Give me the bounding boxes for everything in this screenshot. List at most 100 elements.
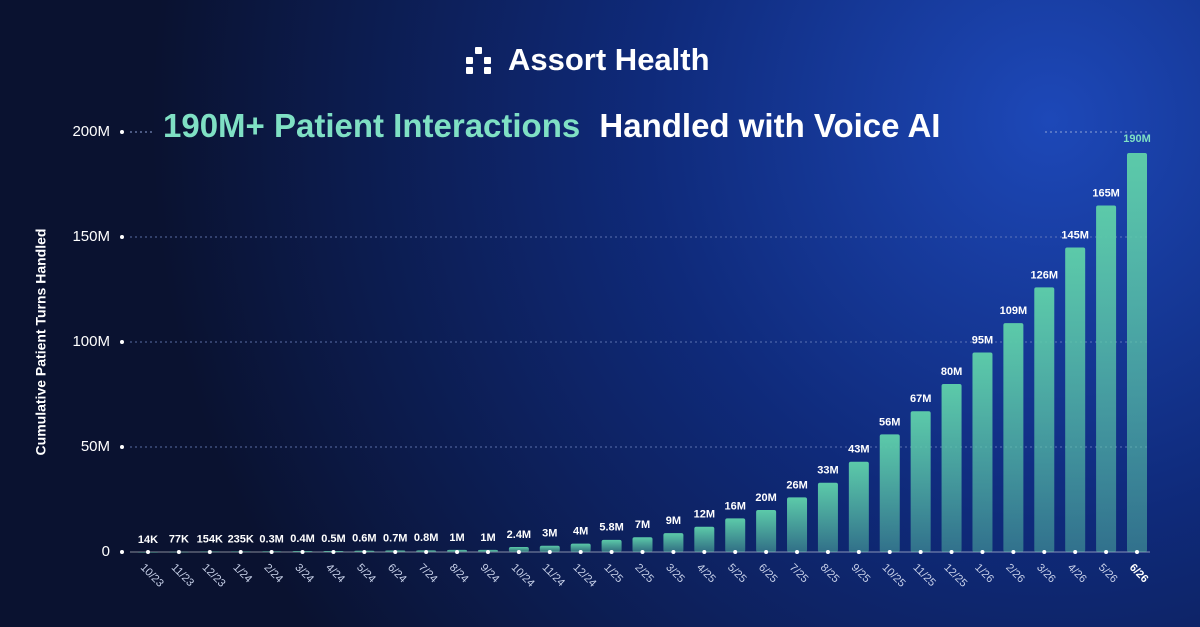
baseline-dot xyxy=(887,550,892,554)
baseline-dot xyxy=(1135,550,1139,554)
value-label: 0.6M xyxy=(352,533,376,545)
baseline-dot xyxy=(455,550,460,554)
value-label: 0.7M xyxy=(383,532,407,544)
bar xyxy=(941,384,962,552)
baseline-dot xyxy=(918,550,923,554)
value-label: 67M xyxy=(910,393,931,405)
baseline-dot xyxy=(1042,550,1047,554)
tick-mark xyxy=(120,340,124,344)
bar xyxy=(1034,287,1055,552)
bar xyxy=(570,543,591,552)
baseline-dot xyxy=(207,550,212,554)
baseline-dot xyxy=(1104,550,1109,554)
baseline-dot xyxy=(393,550,398,554)
baseline-dot xyxy=(856,550,861,554)
bar xyxy=(972,352,993,552)
bar xyxy=(1127,153,1147,552)
value-label: 77K xyxy=(169,534,189,546)
baseline-dot xyxy=(547,550,552,554)
value-label: 0.5M xyxy=(321,533,345,545)
brand: Assort Health xyxy=(508,42,710,77)
value-label: 1M xyxy=(449,532,464,544)
value-label: 154K xyxy=(197,534,223,546)
bar xyxy=(756,510,777,552)
baseline-dot xyxy=(949,550,954,554)
baseline-dot xyxy=(578,550,583,554)
baseline-dot xyxy=(980,550,985,554)
baseline-dot xyxy=(300,550,305,554)
bar xyxy=(1065,247,1086,552)
value-label: 5.8M xyxy=(599,522,623,534)
value-label: 145M xyxy=(1061,229,1089,241)
tick-mark xyxy=(120,445,124,449)
bar xyxy=(1003,323,1024,552)
title-highlight: 190M+ Patient Interactions xyxy=(163,107,580,144)
baseline-dot xyxy=(176,550,181,554)
baseline-dot xyxy=(238,550,243,554)
baseline-dot xyxy=(269,550,274,554)
value-label: 43M xyxy=(848,444,869,456)
value-label: 80M xyxy=(941,366,962,378)
value-label: 0.4M xyxy=(290,533,314,545)
bar xyxy=(817,482,838,552)
bar xyxy=(663,533,684,552)
y-axis-label: Cumulative Patient Turns Handled xyxy=(33,229,49,456)
bar xyxy=(1096,205,1117,552)
value-label: 126M xyxy=(1031,269,1059,281)
value-label: 95M xyxy=(972,334,993,346)
value-label: 14K xyxy=(138,534,158,546)
value-label: 109M xyxy=(1000,305,1028,317)
bar xyxy=(879,434,900,552)
baseline-dot xyxy=(825,550,830,554)
value-label: 4M xyxy=(573,526,588,538)
tick-mark xyxy=(120,130,124,134)
value-label: 9M xyxy=(666,515,681,527)
value-label: 3M xyxy=(542,528,557,540)
baseline-dot xyxy=(1073,550,1078,554)
baseline-dot xyxy=(331,550,336,554)
value-label: 0.8M xyxy=(414,532,438,544)
baseline-dot xyxy=(640,550,645,554)
bar xyxy=(848,461,869,552)
baseline-dot xyxy=(485,550,490,554)
baseline-dot xyxy=(764,550,769,554)
tick-mark xyxy=(120,550,124,554)
y-tick-label: 100M xyxy=(72,333,110,350)
y-tick-label: 50M xyxy=(81,438,110,455)
y-tick-label: 0 xyxy=(102,543,110,560)
value-label: 165M xyxy=(1092,187,1120,199)
baseline-dot xyxy=(733,550,738,554)
value-label: 12M xyxy=(694,509,715,521)
baseline-dot xyxy=(362,550,367,554)
value-label: 2.4M xyxy=(507,529,531,541)
chart-title: 190M+ Patient Interactions Handled with … xyxy=(163,107,940,144)
bar xyxy=(601,539,622,552)
baseline-dot xyxy=(671,550,676,554)
y-tick-label: 200M xyxy=(72,123,110,140)
bar xyxy=(910,411,931,552)
bar xyxy=(694,526,715,552)
bar xyxy=(539,545,560,552)
value-label: 7M xyxy=(635,519,650,531)
baseline-dot xyxy=(516,550,521,554)
baseline-dot xyxy=(609,550,614,554)
value-label: 26M xyxy=(786,479,807,491)
bar xyxy=(508,546,529,552)
bar xyxy=(725,518,746,552)
value-label: 20M xyxy=(755,492,776,504)
value-label: 235K xyxy=(228,533,254,545)
tick-mark xyxy=(120,235,124,239)
value-label: 16M xyxy=(725,500,746,512)
value-label: 33M xyxy=(817,465,838,477)
value-label: 1M xyxy=(480,532,495,544)
baseline-dot xyxy=(1011,550,1016,554)
value-label: 56M xyxy=(879,416,900,428)
bar xyxy=(787,497,808,552)
y-tick-label: 150M xyxy=(72,228,110,245)
baseline-dot xyxy=(146,550,150,554)
logo-icon xyxy=(466,47,491,74)
baseline-dot xyxy=(795,550,800,554)
value-label: 190M xyxy=(1123,133,1151,145)
